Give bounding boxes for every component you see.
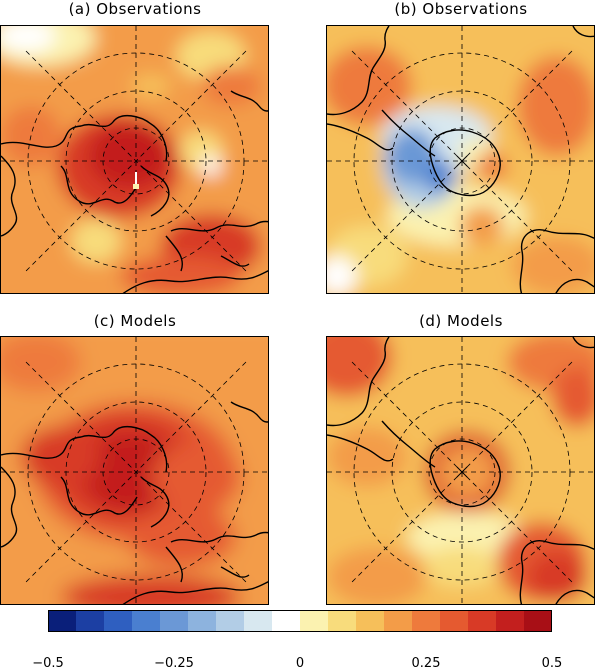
panel-a-title: (a) Observations [68,0,202,18]
colorbar-swatch [48,610,77,632]
colorbar-swatch [328,610,357,632]
colorbar-swatch [160,610,189,632]
colorbar-swatch [412,610,441,632]
colorbar-tick-label: −0.5 [32,656,64,671]
colorbar-swatch [132,610,161,632]
colorbar-tick-label: −0.25 [154,656,194,671]
colorbar-swatch [356,610,385,632]
panel-c-title: (c) Models [93,312,177,330]
colorbar-swatch [76,610,105,632]
colorbar-swatch [216,610,245,632]
colorbar-swatch [272,610,301,632]
map-panel-a [0,25,269,294]
map-panel-b [326,25,595,294]
colorbar-swatch [524,610,552,632]
colorbar-swatch [384,610,413,632]
panel-d-title: (d) Models [419,312,503,330]
map-panel-d [326,336,595,605]
colorbar-swatch [496,610,525,632]
colorbar-tick-label: 0.5 [541,656,563,671]
panel-b-title: (b) Observations [394,0,528,18]
colorbar-swatch [104,610,133,632]
colorbar-swatch [244,610,273,632]
colorbar-swatch [440,610,469,632]
colorbar-swatch [300,610,329,632]
colorbar-tick-label: 0 [295,656,305,671]
colorbar-swatch [188,610,217,632]
colorbar-tick-label: 0.25 [411,656,441,671]
colorbar-swatch [468,610,497,632]
map-panel-c [0,336,269,605]
colorbar [48,610,552,632]
colorbar-border [48,610,552,632]
